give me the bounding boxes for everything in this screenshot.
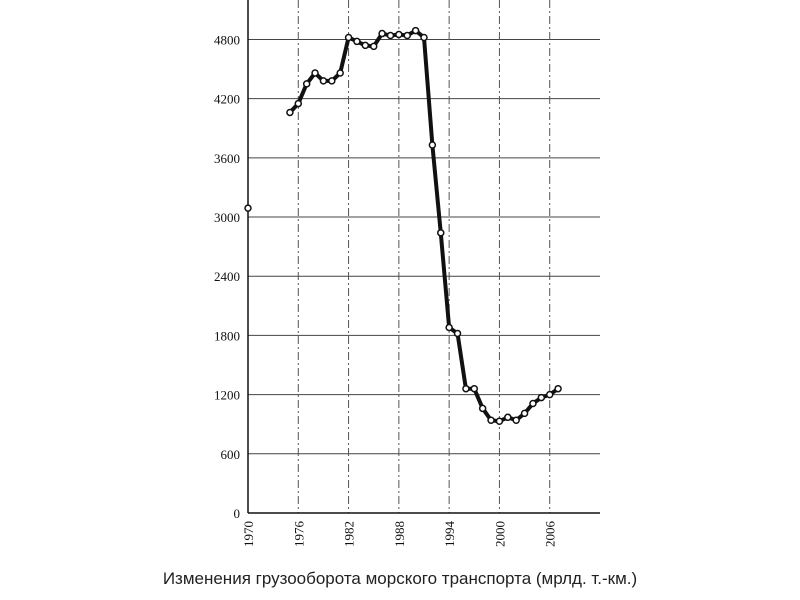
y-tick-label: 2400	[214, 269, 240, 284]
y-tick-label: 3000	[214, 210, 240, 225]
point	[512, 416, 520, 425]
point	[395, 30, 403, 39]
point	[487, 416, 495, 425]
point	[470, 384, 479, 393]
x-tick-label: 1982	[342, 521, 357, 547]
point	[411, 26, 420, 35]
point	[437, 229, 445, 237]
point	[504, 413, 512, 422]
y-tick-label: 1800	[214, 328, 240, 343]
point	[537, 393, 546, 402]
point	[495, 417, 504, 426]
point	[244, 204, 252, 212]
point	[311, 69, 319, 77]
point	[445, 323, 453, 332]
y-tick-label: 0	[234, 506, 241, 521]
point	[319, 77, 328, 85]
point	[520, 409, 529, 418]
y-tick-label: 4800	[214, 32, 240, 47]
point	[336, 69, 344, 77]
y-tick-label: 4200	[214, 92, 240, 107]
point	[369, 42, 378, 51]
x-tick-label: 1994	[442, 521, 457, 548]
point	[428, 141, 437, 149]
y-tick-label: 3600	[214, 151, 240, 166]
point	[378, 29, 386, 38]
point	[302, 80, 311, 88]
y-tick-label: 600	[221, 447, 241, 462]
line	[288, 28, 560, 424]
point	[353, 37, 361, 46]
chart-title: Изменения грузооборота морского транспор…	[163, 569, 637, 588]
point	[545, 390, 554, 399]
point	[386, 31, 395, 40]
x-tick-label: 2000	[492, 521, 507, 547]
point	[403, 31, 411, 40]
y-tick-label: 1200	[214, 388, 240, 403]
point	[344, 33, 353, 42]
point	[453, 329, 462, 338]
point	[361, 41, 370, 50]
x-tick-label: 1970	[241, 521, 256, 547]
point	[554, 384, 562, 393]
point	[294, 99, 303, 108]
x-tick-label: 2006	[543, 521, 558, 548]
x-tick-label: 1976	[291, 521, 306, 548]
point	[420, 33, 428, 42]
point	[462, 384, 470, 393]
point	[529, 399, 537, 408]
x-tick-label: 1988	[392, 521, 407, 547]
point	[328, 77, 336, 85]
point	[478, 404, 487, 413]
point	[286, 108, 294, 117]
